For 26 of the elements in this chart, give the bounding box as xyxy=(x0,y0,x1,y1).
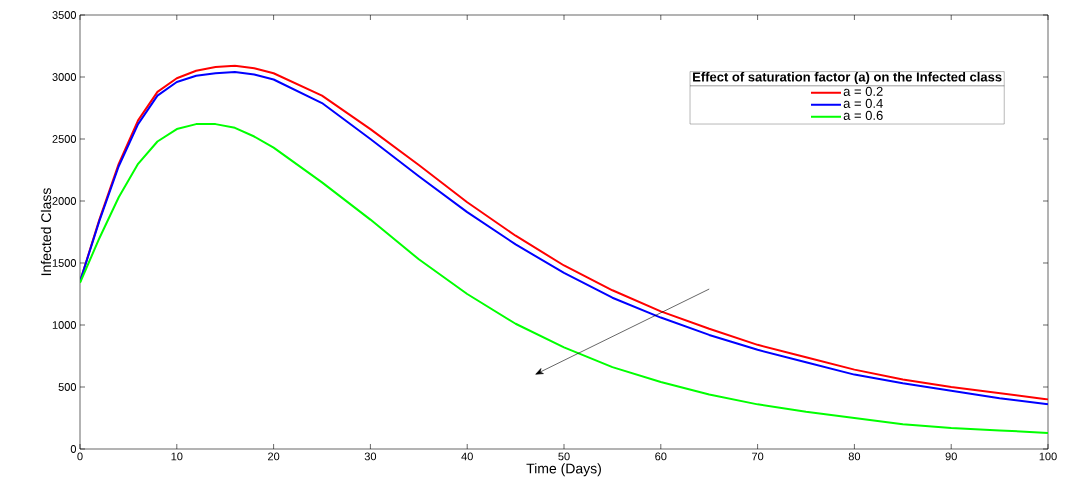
x-tick-label: 20 xyxy=(268,452,280,461)
x-tick-label: 40 xyxy=(461,452,473,461)
x-tick-label: 0 xyxy=(77,452,83,461)
y-tick-label: 0 xyxy=(70,445,77,453)
legend-label: a = 0.2 xyxy=(843,86,883,96)
x-tick-label: 70 xyxy=(752,452,764,461)
y-tick-label: 2500 xyxy=(52,135,77,143)
legend-label: a = 0.6 xyxy=(843,110,883,120)
legend-title: Effect of saturation factor (a) on the Infected class xyxy=(693,72,1002,85)
x-tick-label: 80 xyxy=(848,452,861,461)
y-tick-label: 1000 xyxy=(52,321,77,329)
y-tick-label: 3500 xyxy=(52,11,77,19)
y-tick-label: 1500 xyxy=(52,259,77,267)
x-tick-label: 30 xyxy=(364,452,377,461)
x-tick-label: 100 xyxy=(1039,452,1057,461)
x-tick-label: 50 xyxy=(558,452,570,461)
y-tick-label: 500 xyxy=(58,383,77,391)
y-tick-label: 2000 xyxy=(52,197,77,205)
y-tick-label: 3000 xyxy=(52,73,77,81)
legend-label: a = 0.4 xyxy=(843,98,883,108)
x-axis-title: Time (Days) xyxy=(526,463,601,477)
x-tick-label: 10 xyxy=(171,452,183,461)
x-tick-label: 60 xyxy=(655,452,667,461)
x-tick-label: 90 xyxy=(945,452,957,461)
y-axis-title: Infected Class xyxy=(40,188,52,276)
line-series xyxy=(80,123,1049,434)
